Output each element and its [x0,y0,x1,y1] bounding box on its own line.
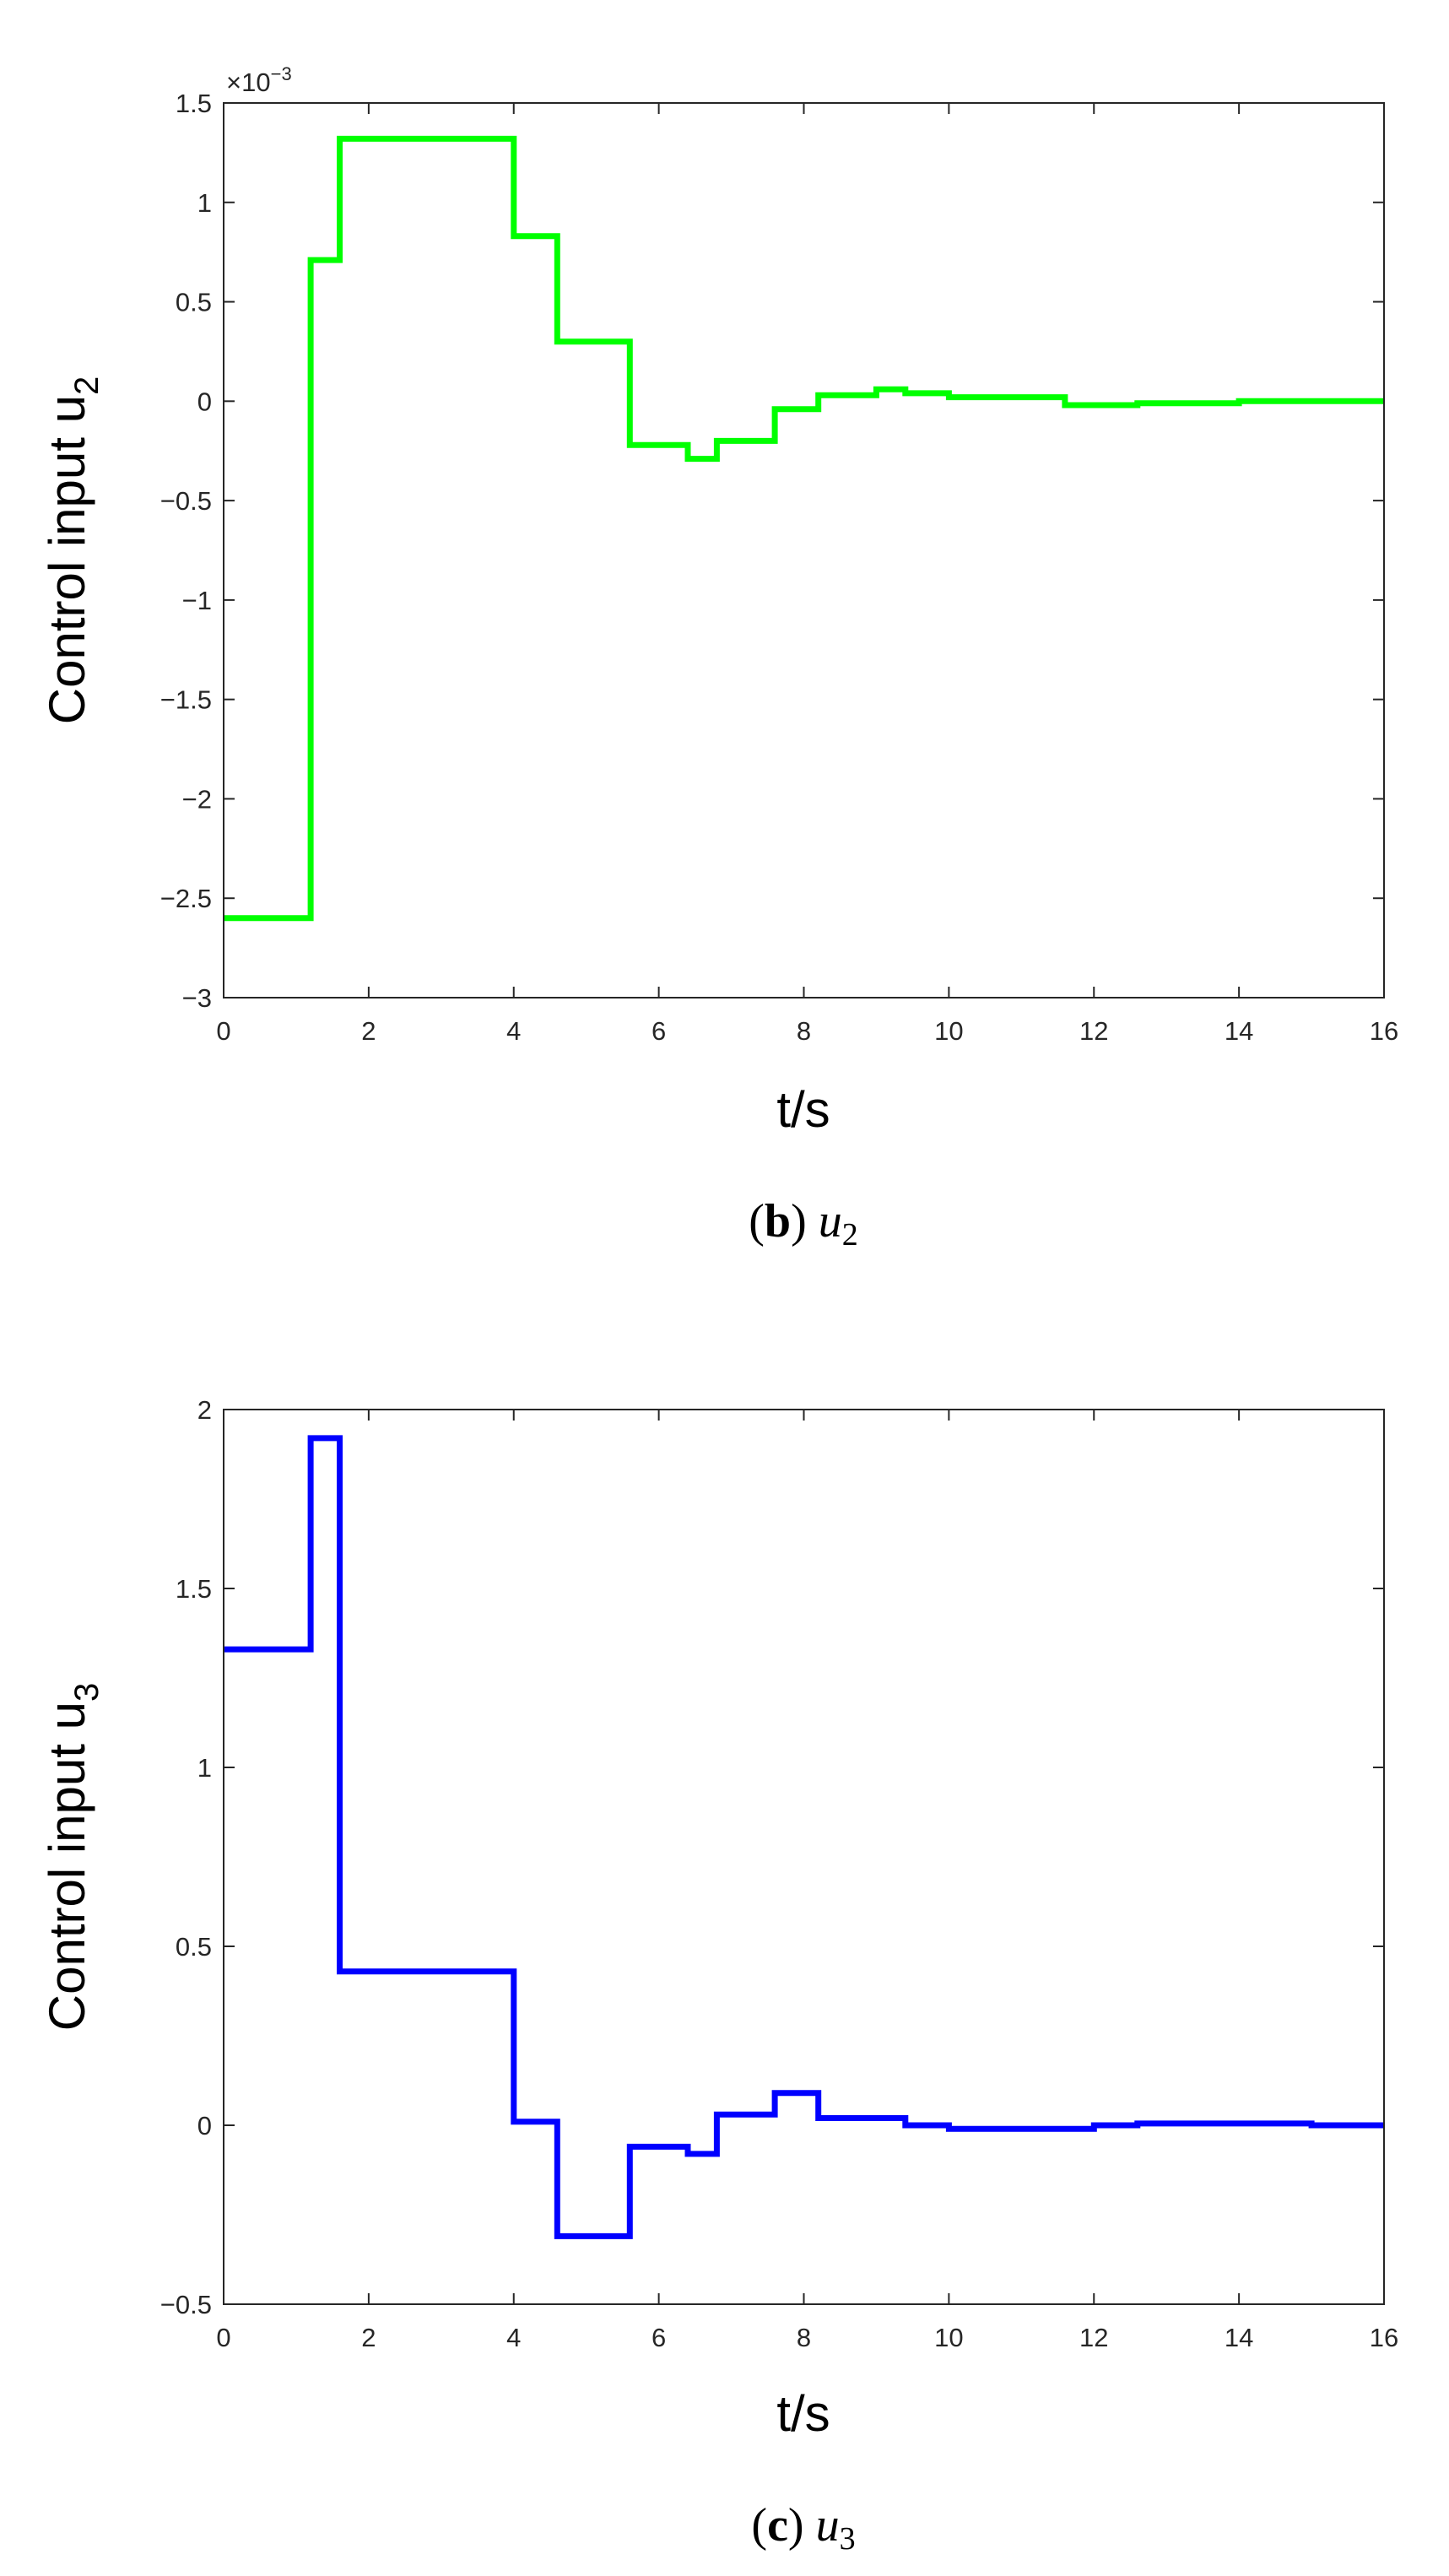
x-tick-label: 0 [216,2323,230,2352]
y-tick-label: −0.5 [160,2290,212,2319]
y-axis-ticks-b: −3 −2.5 −2 −1.5 −1 −0.5 0 0.5 1 1.5 [160,89,1384,1013]
y-tick-label: 0 [197,2111,212,2140]
x-tick-label: 16 [1370,1016,1398,1046]
x-axis-ticks-b: 0 2 4 6 8 10 12 14 16 [216,103,1398,1046]
x-tick-label: 2 [361,2323,376,2352]
caption-b: (b) u2 [749,1195,857,1253]
plot-area-c [224,1410,1384,2304]
y-tick-label: −0.5 [160,486,212,516]
y-tick-label: −1 [182,586,212,615]
y-tick-label: 0 [197,387,212,416]
x-tick-label: 2 [361,1016,376,1046]
x-axis-label-c: t/s [776,2385,830,2442]
y-tick-label: −2.5 [160,884,212,913]
y-axis-label-b: Control input u2 [39,376,105,724]
series-line-b [224,135,1384,922]
data-layer-c [224,1435,1384,2239]
y-tick-label: −3 [182,983,212,1013]
y-multiplier-label-b: ×10−3 [226,63,292,97]
x-tick-label: 0 [216,1016,230,1046]
x-tick-label: 8 [797,1016,811,1046]
x-tick-label: 12 [1079,1016,1108,1046]
panel-b-chart: −3 −2.5 −2 −1.5 −1 −0.5 0 0.5 1 1.5 0 2 4 6 8 10 12 14 16… [39,63,1398,1253]
x-tick-label: 16 [1370,2323,1398,2352]
y-tick-label: 2 [197,1395,212,1425]
x-tick-label: 4 [506,1016,521,1046]
x-tick-label: 14 [1225,2323,1253,2352]
y-tick-label: −2 [182,784,212,814]
y-axis-ticks-c: −0.5 0 0.5 1 1.5 2 [160,1395,1384,2319]
y-tick-label: 1.5 [176,89,212,118]
y-tick-label: 0.5 [176,288,212,317]
y-tick-label: 1 [197,1753,212,1783]
x-tick-label: 14 [1225,1016,1253,1046]
y-tick-label: −1.5 [160,685,212,715]
data-layer-b [224,135,1384,922]
y-tick-label: 0.5 [176,1932,212,1962]
x-axis-label-b: t/s [776,1081,830,1138]
y-tick-label: 1 [197,188,212,218]
plot-frame-b [223,102,1385,998]
x-tick-label: 6 [652,2323,666,2352]
caption-c: (c) u3 [751,2499,855,2557]
series-line-c [224,1435,1384,2239]
x-tick-label: 10 [934,1016,963,1046]
x-tick-label: 12 [1079,2323,1108,2352]
y-tick-label: 1.5 [176,1574,212,1604]
x-tick-label: 4 [506,2323,521,2352]
x-tick-label: 6 [652,1016,666,1046]
plot-frame-c [223,1409,1385,2305]
x-tick-label: 8 [797,2323,811,2352]
panel-c-chart: −0.500.511.52 0 2 4 6 8 10 12 14 16 Control inpu… [39,1395,1398,2557]
y-axis-label-c: Control input u3 [39,1683,105,2031]
x-tick-label: 10 [934,2323,963,2352]
plot-area-b [224,103,1384,998]
